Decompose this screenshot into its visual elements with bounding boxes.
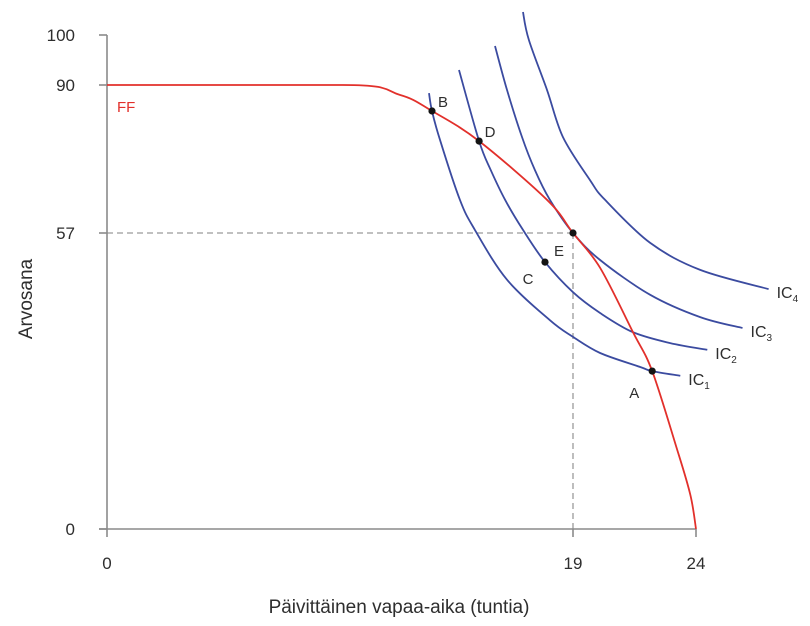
point-c-label: C — [523, 271, 534, 288]
point-d-label: D — [485, 124, 496, 141]
y-tick-label: 57 — [56, 224, 75, 243]
ic3-label-sub: 3 — [767, 333, 773, 344]
x-tick-label: 19 — [564, 554, 583, 573]
ic2-label-sub: 2 — [731, 355, 737, 366]
point-b-label: B — [438, 94, 448, 111]
ic2-label: IC2 — [715, 346, 737, 366]
point-e-label: E — [554, 243, 564, 260]
y-tick-label: 0 — [66, 520, 75, 539]
ic4-label: IC4 — [777, 285, 799, 305]
ic3-label: IC3 — [751, 324, 773, 344]
point-c-dot — [541, 258, 549, 266]
y-tick-label: 90 — [56, 76, 75, 95]
ic2-curve — [458, 69, 708, 351]
ic4-curve — [522, 11, 769, 290]
y-tick-label: 100 — [47, 26, 75, 45]
x-tick-label: 0 — [102, 554, 111, 573]
ff-curve — [107, 84, 697, 530]
ff-label: FF — [117, 99, 135, 116]
point-e-dot — [569, 229, 577, 237]
y-axis-title: Arvosana — [16, 258, 37, 339]
ic1-label-sub: 1 — [704, 381, 710, 392]
point-d-dot — [475, 137, 483, 145]
x-tick-label: 24 — [687, 554, 706, 573]
point-b-dot — [428, 107, 436, 115]
ic4-label-main: IC — [777, 285, 793, 302]
ic1-label-main: IC — [688, 372, 704, 389]
ic1-curve — [428, 92, 681, 377]
ic3-label-main: IC — [751, 324, 767, 341]
ic2-label-main: IC — [715, 346, 731, 363]
x-axis-title: Päivittäinen vapaa-aika (tuntia) — [269, 597, 530, 618]
point-a-dot — [648, 367, 656, 375]
ic1-label: IC1 — [688, 372, 710, 392]
point-a-label: A — [629, 385, 639, 402]
ic4-label-sub: 4 — [793, 294, 799, 305]
